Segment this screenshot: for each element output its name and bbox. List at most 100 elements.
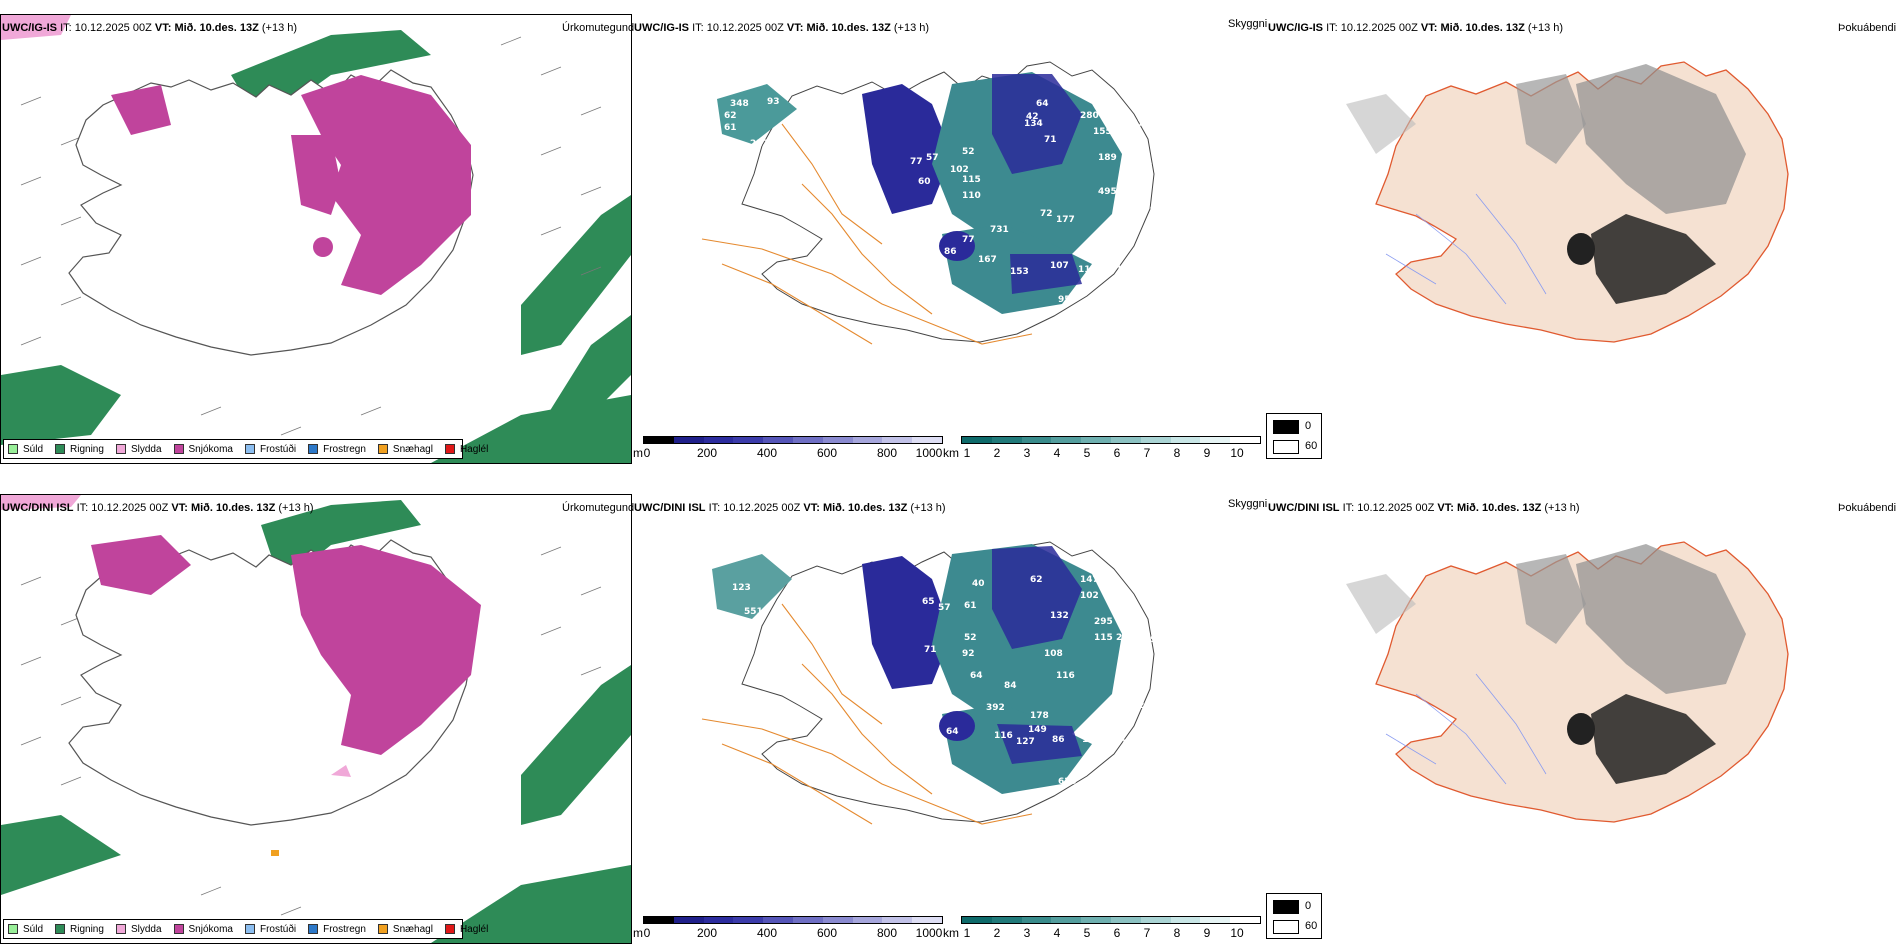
svg-text:52: 52: [964, 633, 977, 643]
svg-text:135: 135: [1104, 589, 1123, 599]
wind-barbs: [20, 36, 602, 436]
svg-text:149: 149: [1028, 725, 1047, 735]
svg-text:40: 40: [972, 579, 985, 589]
svg-text:62: 62: [724, 111, 737, 121]
svg-text:731: 731: [990, 225, 1009, 235]
legend-item: Haglél: [444, 924, 488, 935]
visibility-panel-row2: 551 123 65 57 61 40 62 147 102 135 132 2…: [632, 494, 1266, 944]
svg-text:115: 115: [1094, 633, 1113, 643]
svg-text:77: 77: [910, 157, 923, 167]
svg-text:495: 495: [1098, 187, 1117, 197]
svg-text:85: 85: [1142, 233, 1155, 243]
svg-text:57: 57: [926, 153, 939, 163]
legend-item: Súld: [8, 444, 43, 455]
svg-text:123: 123: [732, 583, 751, 593]
svg-text:86: 86: [1052, 735, 1065, 745]
legend-item: Rigning: [55, 924, 104, 935]
fog-area: [1346, 94, 1416, 154]
svg-text:71: 71: [1044, 135, 1057, 145]
elevation-labels: 348 93 62 61 222 64 42 134 71 72 280 306…: [724, 97, 1165, 305]
svg-text:959: 959: [1058, 295, 1077, 305]
rain-area: [521, 195, 631, 355]
legend-item: Rigning: [55, 444, 104, 455]
svg-text:112: 112: [1078, 265, 1097, 275]
svg-text:155: 155: [1093, 127, 1112, 137]
svg-text:49: 49: [1150, 203, 1163, 213]
fog-area: [1516, 74, 1586, 164]
svg-text:115: 115: [962, 175, 981, 185]
legend-item: Snjókoma: [173, 444, 233, 455]
svg-text:108: 108: [1044, 649, 1063, 659]
legend-item: Slydda: [115, 444, 162, 455]
svg-text:629: 629: [1058, 777, 1077, 787]
svg-text:73: 73: [1120, 739, 1133, 749]
panel-header: UWC/DINI ISL IT: 10.12.2025 00Z VT: Mið.…: [1268, 502, 1580, 514]
legend-item: Snjókoma: [173, 924, 233, 935]
panel-type-label: Skyggni: [1228, 18, 1268, 30]
svg-text:143: 143: [1082, 735, 1101, 745]
legend-item: Súld: [8, 924, 43, 935]
legend-item: Slydda: [115, 924, 162, 935]
svg-text:127: 127: [1016, 737, 1035, 747]
visibility-colorbar-row2: km 1 2 3 4 5 6 7 8 9 10: [943, 916, 1263, 942]
svg-text:86: 86: [944, 247, 957, 257]
precip-type-panel-row2: Súld Rigning Slydda Snjókoma Frostúði Fr…: [0, 494, 632, 944]
svg-text:177: 177: [1056, 215, 1075, 225]
legend-item: Frostregn: [308, 924, 366, 935]
visibility-map-row2: 551 123 65 57 61 40 62 147 102 135 132 2…: [701, 541, 1157, 825]
mountain-area: [862, 84, 952, 214]
svg-text:189: 189: [1098, 153, 1117, 163]
svg-text:92: 92: [962, 649, 975, 659]
svg-text:110: 110: [962, 191, 981, 201]
svg-text:132: 132: [1050, 611, 1069, 621]
svg-text:84: 84: [1004, 681, 1017, 691]
precip-type-legend: Súld Rigning Slydda Snjókoma Frostúði Fr…: [3, 919, 488, 939]
svg-text:192: 192: [1146, 157, 1165, 167]
fog-legend-row2: 0 60: [1266, 893, 1322, 939]
panel-header: UWC/DINI ISL IT: 10.12.2025 00Z VT: Mið.…: [634, 502, 946, 514]
snow-area: [291, 135, 341, 215]
svg-text:61: 61: [724, 123, 737, 133]
panel-header: UWC/IG-IS IT: 10.12.2025 00Z VT: Mið. 10…: [2, 22, 298, 34]
panel-type-label: Skyggni: [1228, 498, 1268, 510]
svg-text:255: 255: [1116, 633, 1135, 643]
precip-map-row2: [1, 495, 631, 943]
svg-text:52: 52: [962, 147, 975, 157]
svg-text:143: 143: [1092, 247, 1111, 257]
snow-area: [301, 75, 471, 295]
low-visibility-area: [717, 84, 797, 144]
svg-text:129: 129: [1132, 701, 1151, 711]
svg-text:64: 64: [970, 671, 983, 681]
height-colorbar-row1: m 0 200 400 600 800 1000: [633, 436, 943, 462]
svg-text:392: 392: [986, 703, 1005, 713]
legend-item: Haglél: [444, 444, 488, 455]
svg-text:64: 64: [946, 727, 959, 737]
rain-area: [541, 315, 631, 435]
panel-header: UWC/IG-IS IT: 10.12.2025 00Z VT: Mið. 10…: [634, 22, 930, 34]
fog-legend-row1: 0 60: [1266, 413, 1322, 459]
svg-text:87: 87: [1110, 241, 1123, 251]
svg-text:60: 60: [918, 177, 931, 187]
svg-text:65: 65: [922, 597, 935, 607]
svg-text:134: 134: [1024, 119, 1043, 129]
svg-text:348: 348: [730, 99, 749, 109]
svg-text:156: 156: [1126, 153, 1145, 163]
svg-text:77: 77: [962, 235, 975, 245]
svg-text:551: 551: [744, 607, 763, 617]
svg-text:280: 280: [1080, 111, 1099, 121]
svg-text:167: 167: [978, 255, 997, 265]
svg-text:61: 61: [964, 601, 977, 611]
fog-map-row2: [1346, 541, 1789, 823]
road-network: [701, 123, 1033, 345]
precip-map-row1: [1, 15, 631, 463]
svg-text:102: 102: [1080, 591, 1099, 601]
svg-text:102: 102: [950, 165, 969, 175]
svg-text:93: 93: [767, 97, 780, 107]
panel-type-label: Úrkomutegund: [562, 502, 635, 514]
svg-text:59: 59: [1144, 635, 1157, 645]
svg-text:107: 107: [1050, 261, 1069, 271]
svg-text:116: 116: [1056, 671, 1075, 681]
fog-area: [1576, 64, 1746, 214]
rain-area: [1, 365, 121, 445]
visibility-colorbar-row1: km 1 2 3 4 5 6 7 8 9 10: [943, 436, 1263, 462]
